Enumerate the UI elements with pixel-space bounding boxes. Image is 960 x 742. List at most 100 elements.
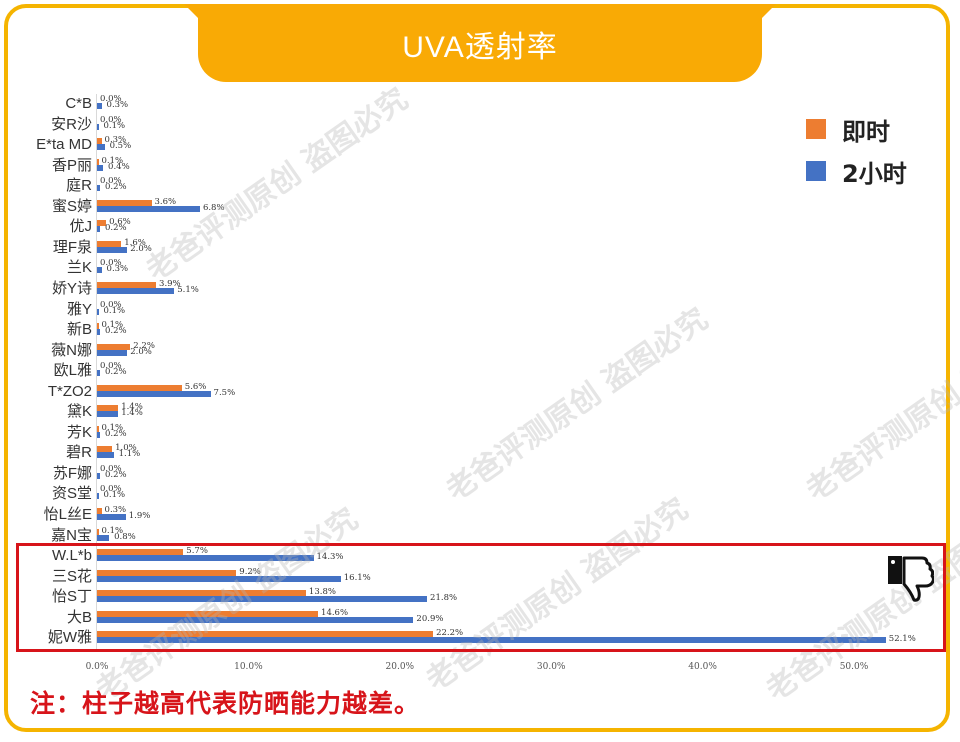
x-axis-tick: 50.0%	[839, 662, 869, 672]
bar-2h	[97, 534, 110, 541]
bar-2h	[97, 287, 175, 294]
title-banner: UVA透射率	[198, 4, 762, 82]
category-label: 怡S丁	[51, 588, 92, 606]
bar-immediate	[97, 446, 113, 453]
data-label: 0.1%	[101, 422, 124, 433]
data-label: 2.0%	[130, 243, 152, 254]
data-label: 3.9%	[159, 278, 181, 289]
y-axis-line	[96, 94, 97, 650]
category-label: 欧L雅	[53, 362, 92, 380]
category-label: 香P丽	[51, 156, 92, 174]
data-label: 0.6%	[109, 217, 131, 228]
category-label: T*ZO2	[47, 382, 92, 400]
bar-immediate	[97, 528, 99, 535]
x-axis-tick: 10.0%	[234, 662, 263, 672]
bar-2h	[97, 329, 101, 336]
data-label: 0.0%	[100, 484, 122, 495]
x-axis-tick: 30.0%	[536, 662, 566, 672]
bar-2h	[97, 349, 128, 356]
data-label: 1.9%	[128, 511, 151, 521]
data-label: 7.5%	[213, 387, 236, 398]
category-label: 雅Y	[66, 300, 92, 318]
category-label: 怡L丝E	[43, 506, 92, 523]
legend-swatch-blue	[806, 161, 826, 181]
footnote: 注：柱子越高代表防晒能力越差。	[30, 689, 421, 718]
category-label: E*ta MD	[36, 136, 92, 154]
category-label: 嘉N宝	[51, 526, 92, 544]
data-label: 14.6%	[321, 607, 349, 618]
bar-immediate	[97, 199, 152, 206]
data-label: 0.3%	[104, 505, 127, 515]
bar-2h	[97, 205, 200, 212]
bar-2h	[97, 514, 126, 520]
bar-immediate	[97, 384, 182, 391]
data-label: 6.8%	[202, 202, 225, 213]
legend-swatch-orange	[806, 119, 826, 139]
data-label: 0.0%	[100, 114, 122, 125]
data-label: 5.6%	[184, 381, 207, 392]
data-label: 0.2%	[105, 326, 127, 337]
data-label: 16.1%	[343, 572, 371, 583]
data-label: 22.2%	[436, 628, 464, 639]
data-label: 3.6%	[154, 196, 177, 207]
bar-2h	[97, 246, 128, 253]
bar-2h	[97, 493, 99, 500]
x-axis-tick: 20.0%	[385, 662, 415, 672]
bar-immediate	[97, 425, 99, 432]
data-label: 0.0%	[100, 176, 122, 187]
data-label: 0.1%	[103, 490, 126, 501]
bar-2h	[97, 164, 104, 171]
legend-item-immediate: 即时	[806, 108, 907, 150]
bar-2h	[97, 185, 101, 192]
bar-immediate	[97, 631, 434, 638]
data-label: 0.1%	[101, 155, 124, 166]
bar-immediate	[97, 590, 306, 597]
data-label: 0.5%	[109, 141, 132, 152]
category-label: 蜜S婷	[51, 197, 92, 215]
data-label: 0.0%	[100, 463, 122, 474]
data-label: 1.1%	[118, 449, 141, 460]
data-label: 21.8%	[430, 593, 458, 604]
bar-2h	[97, 226, 101, 233]
data-label: 2.0%	[130, 346, 152, 357]
bar-2h	[97, 555, 314, 562]
category-label: 安R沙	[51, 115, 92, 133]
thumbs-down-icon	[884, 552, 935, 602]
bar-immediate	[97, 240, 122, 247]
bar-immediate	[97, 220, 107, 227]
category-label: W.L*b	[51, 547, 92, 565]
data-label: 0.2%	[105, 428, 127, 439]
bar-2h	[97, 452, 114, 459]
worst-products-highlight-box	[16, 543, 946, 652]
data-label: 0.3%	[104, 135, 127, 146]
data-label: 0.0%	[100, 361, 122, 372]
data-label: 0.2%	[105, 367, 127, 378]
category-label: 薇N娜	[51, 341, 92, 359]
data-label: 0.2%	[105, 223, 127, 234]
category-label: 碧R	[66, 444, 92, 462]
bar-immediate	[97, 549, 184, 556]
data-label: 0.1%	[103, 120, 126, 131]
data-label: 1.0%	[115, 443, 137, 454]
category-label: 庭R	[66, 177, 92, 195]
data-label: 0.3%	[106, 100, 129, 110]
bar-immediate	[97, 610, 319, 617]
category-label: 娇Y诗	[51, 279, 92, 297]
category-label: 苏F娜	[52, 464, 92, 482]
data-label: 20.9%	[416, 613, 444, 624]
bar-2h	[97, 123, 99, 130]
data-label: 0.4%	[108, 161, 130, 172]
chart-title: UVA透射率	[402, 31, 558, 64]
bar-2h	[97, 596, 428, 603]
data-label: 0.1%	[101, 320, 124, 331]
category-label: 资S堂	[51, 485, 92, 503]
bar-2h	[97, 144, 105, 151]
legend-label: 2小时	[842, 159, 907, 188]
data-label: 0.3%	[106, 264, 129, 275]
bar-2h	[97, 308, 99, 315]
data-label: 2.2%	[133, 340, 155, 351]
legend-label: 即时	[842, 117, 890, 146]
category-label: 优J	[69, 218, 92, 236]
x-axis-tick: 40.0%	[688, 662, 717, 672]
x-axis-tick: 0.0%	[85, 662, 109, 672]
